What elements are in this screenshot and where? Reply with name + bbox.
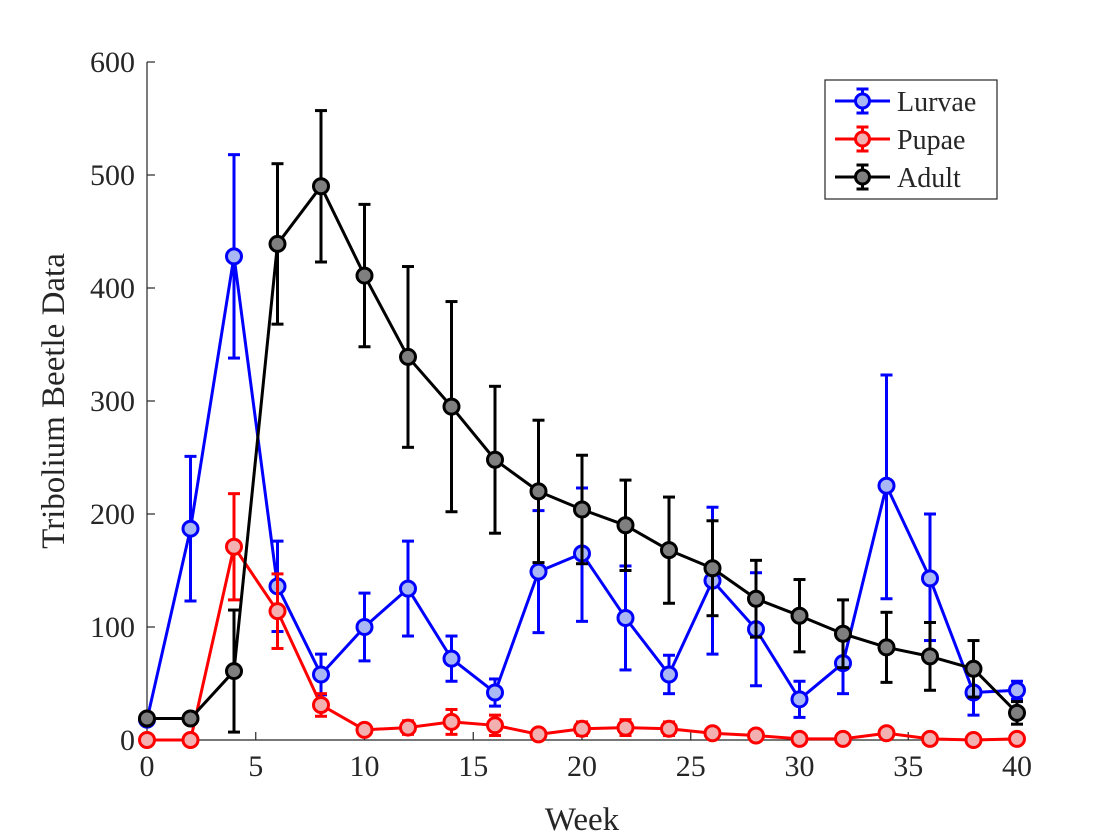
data-point xyxy=(355,266,374,285)
legend-marker xyxy=(854,130,871,148)
data-point xyxy=(790,729,809,748)
data-point xyxy=(225,537,243,556)
data-point xyxy=(529,562,548,581)
data-point xyxy=(225,662,243,681)
x-tick-label: 30 xyxy=(785,750,815,783)
data-point xyxy=(877,476,896,495)
data-point xyxy=(834,729,852,748)
data-point xyxy=(181,709,200,728)
data-point xyxy=(529,482,548,501)
data-point xyxy=(660,541,678,560)
data-point xyxy=(442,397,461,416)
x-tick-label: 5 xyxy=(248,750,263,783)
data-point xyxy=(442,712,461,731)
data-point xyxy=(529,725,548,744)
data-point xyxy=(486,683,504,702)
data-point xyxy=(1008,681,1026,700)
data-point xyxy=(486,450,504,469)
x-tick-label: 0 xyxy=(140,750,155,783)
data-point xyxy=(442,649,461,668)
data-point xyxy=(921,647,939,666)
data-point xyxy=(616,718,635,737)
series-pupae xyxy=(138,492,1026,749)
y-tick-label: 0 xyxy=(120,724,135,757)
data-point xyxy=(921,729,939,748)
data-point xyxy=(747,589,765,608)
series-layer xyxy=(138,109,1026,749)
data-point xyxy=(790,606,809,625)
y-axis-label: Tribolium Beetle Data xyxy=(36,253,72,549)
data-point xyxy=(660,719,678,738)
y-tick-label: 400 xyxy=(90,272,135,305)
y-tick-label: 600 xyxy=(90,46,135,79)
data-point xyxy=(616,516,635,535)
data-point xyxy=(225,247,243,266)
legend-entry-adult: Adult xyxy=(835,163,961,194)
data-point xyxy=(747,726,765,745)
data-point xyxy=(1008,729,1026,748)
data-point xyxy=(616,608,635,627)
legend-label: Lurvae xyxy=(897,87,976,118)
data-point xyxy=(660,665,678,684)
y-tick-label: 100 xyxy=(90,611,135,644)
data-point xyxy=(877,638,896,657)
legend-entry-pupae: Pupae xyxy=(835,125,965,156)
legend-marker xyxy=(854,168,871,186)
data-point xyxy=(399,347,417,366)
data-point xyxy=(964,731,983,749)
y-tick-label: 500 xyxy=(90,159,135,192)
data-point xyxy=(138,731,156,749)
legend-marker xyxy=(854,92,871,110)
x-tick-label: 40 xyxy=(1002,750,1032,783)
data-point xyxy=(834,624,852,643)
data-point xyxy=(268,234,287,253)
data-point xyxy=(964,659,983,678)
data-point xyxy=(355,618,374,636)
data-point xyxy=(312,665,330,684)
x-axis-label: Week xyxy=(545,802,620,838)
data-point xyxy=(138,709,156,728)
data-point xyxy=(268,602,287,621)
data-point xyxy=(877,724,896,743)
data-point xyxy=(486,716,504,735)
data-point xyxy=(312,177,330,196)
legend-entry-lurvae: Lurvae xyxy=(835,87,976,118)
data-point xyxy=(573,500,591,519)
data-point xyxy=(703,724,722,743)
data-point xyxy=(399,579,417,598)
data-point xyxy=(181,731,200,749)
data-point xyxy=(399,718,417,737)
data-point xyxy=(1008,703,1026,722)
data-point xyxy=(312,695,330,714)
x-tick-label: 10 xyxy=(350,750,380,783)
x-tick-label: 15 xyxy=(458,750,488,783)
data-point xyxy=(790,690,809,709)
y-tick-label: 300 xyxy=(90,385,135,418)
y-tick-label: 200 xyxy=(90,498,135,531)
series-adult xyxy=(138,109,1026,734)
x-tick-label: 35 xyxy=(893,750,923,783)
data-point xyxy=(921,569,939,588)
legend-label: Adult xyxy=(897,163,961,194)
data-point xyxy=(355,720,374,739)
data-point xyxy=(573,719,591,738)
legend-label: Pupae xyxy=(897,125,965,156)
data-point xyxy=(703,559,722,578)
x-tick-label: 25 xyxy=(676,750,706,783)
legend: Lurvae Pupae Adult xyxy=(824,79,998,200)
x-tick-label: 20 xyxy=(567,750,597,783)
data-point xyxy=(181,519,200,538)
